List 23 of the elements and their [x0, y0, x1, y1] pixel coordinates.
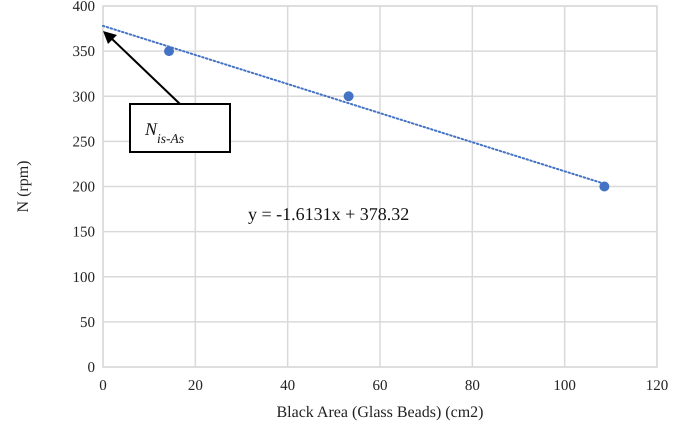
annotation: y = -1.6131x + 378.32 [248, 204, 410, 224]
x-tick-label: 20 [188, 378, 203, 394]
annotation: N$_{is-As}$ [144, 119, 184, 146]
y-tick-label: 250 [72, 134, 95, 150]
point [164, 46, 174, 56]
x-tick-label: 80 [464, 378, 480, 394]
x-tick-label: 100 [553, 378, 576, 394]
x-tick-label: 120 [646, 378, 668, 394]
y-axis-title: N (rpm) [15, 160, 32, 212]
y-tick-label: 350 [72, 44, 95, 60]
y-tick-label: 300 [72, 89, 95, 106]
y-tick-label: 100 [72, 270, 95, 286]
point [344, 91, 354, 102]
x-axis-title: Black Area (Glass Beads) (cm2) [276, 404, 484, 421]
x-tick-label: 60 [372, 378, 388, 394]
y-tick-label: 400 [72, 0, 95, 15]
y-tick-label: 200 [72, 180, 95, 196]
y-tick-label: 0 [88, 360, 95, 376]
y-tick-label: 50 [80, 314, 95, 331]
y-tick-label: 150 [72, 224, 95, 241]
x-tick-label: 40 [280, 378, 296, 394]
point [599, 182, 610, 192]
x-tick-label: 0 [99, 378, 107, 394]
